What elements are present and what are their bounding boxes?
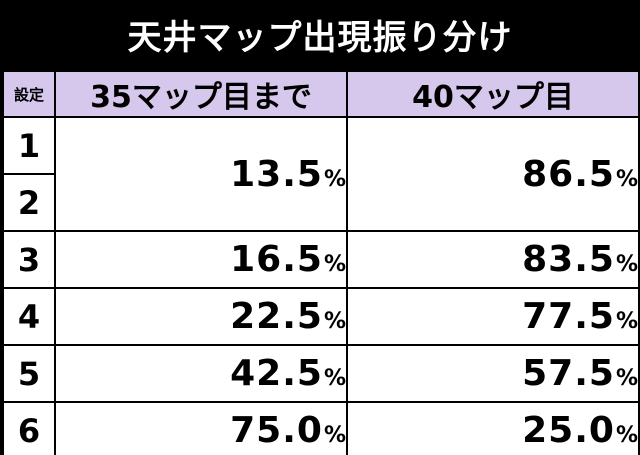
percent-sign: %	[323, 166, 346, 192]
setting-cell: 4	[2, 287, 56, 346]
value-number: 83.5	[522, 239, 615, 280]
percent-sign: %	[615, 366, 638, 391]
setting-cell: 1	[2, 116, 56, 175]
percent-sign: %	[615, 252, 638, 277]
header-35-map: 35マップ目まで	[54, 70, 348, 118]
percent-sign: %	[323, 423, 346, 448]
value-number: 16.5	[230, 239, 323, 280]
header-setting: 設定	[2, 70, 56, 118]
percent-sign: %	[615, 166, 638, 192]
percent-sign: %	[615, 423, 638, 448]
value-number: 42.5	[230, 353, 323, 394]
value-number: 86.5	[522, 153, 615, 195]
setting-cell: 3	[2, 230, 56, 289]
table-row: 2	[2, 173, 639, 232]
percent-sign: %	[615, 309, 638, 334]
value-cell-40: 77.5%	[346, 287, 640, 346]
header-40-map: 40マップ目	[346, 70, 640, 118]
value-number: 77.5	[522, 296, 615, 337]
setting-cell: 2	[2, 173, 56, 232]
value-cell-40: 86.5%	[346, 116, 640, 232]
value-cell-40: 25.0%	[346, 401, 640, 455]
table-row: 1 13.5% 86.5%	[2, 116, 640, 232]
value-cell-35: 16.5%	[54, 230, 348, 289]
header-row: 設定 35マップ目まで 40マップ目	[2, 70, 640, 118]
percent-sign: %	[323, 252, 346, 277]
setting-cell: 5	[2, 344, 56, 403]
distribution-table: 設定 35マップ目まで 40マップ目 1 13.5% 86.5% 2 3 16.…	[2, 70, 640, 455]
value-cell-40: 83.5%	[346, 230, 640, 289]
value-number: 13.5	[230, 153, 323, 195]
value-number: 25.0	[522, 410, 615, 451]
value-number: 57.5	[522, 353, 615, 394]
percent-sign: %	[323, 309, 346, 334]
page-title: 天井マップ出現振り分け	[127, 17, 513, 58]
value-number: 22.5	[230, 296, 323, 337]
table-row: 3 16.5% 83.5%	[2, 230, 640, 289]
value-cell-40: 57.5%	[346, 344, 640, 403]
value-cell-35: 13.5%	[54, 116, 348, 232]
value-cell-35: 42.5%	[54, 344, 348, 403]
table-row: 4 22.5% 77.5%	[2, 287, 640, 346]
value-number: 75.0	[230, 410, 323, 451]
table-row: 5 42.5% 57.5%	[2, 344, 640, 403]
setting-cell: 6	[2, 401, 56, 455]
title-bar: 天井マップ出現振り分け	[0, 0, 640, 68]
value-cell-35: 22.5%	[54, 287, 348, 346]
percent-sign: %	[323, 366, 346, 391]
table-row: 6 75.0% 25.0%	[2, 401, 640, 455]
value-cell-35: 75.0%	[54, 401, 348, 455]
